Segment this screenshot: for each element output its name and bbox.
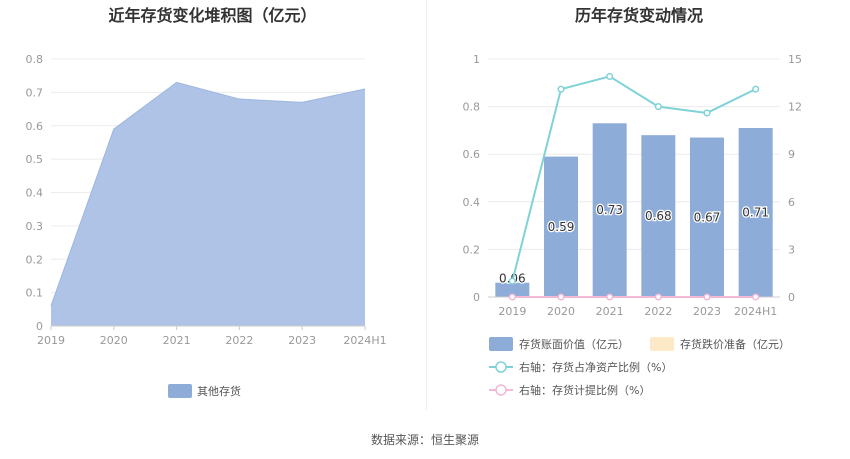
bar-x-tick-label: 2022 (644, 305, 672, 318)
area-x-tick-label: 2024H1 (343, 334, 386, 347)
bar-y-right-tick-label: 3 (788, 243, 795, 256)
bar-y-right-tick-label: 6 (788, 196, 795, 209)
area-chart-title: 近年存货变化堆积图（亿元） (108, 6, 317, 25)
bar-y-left-tick-label: 1 (473, 53, 480, 66)
area-x-tick-label: 2023 (288, 334, 316, 347)
area-y-tick-label: 0.5 (26, 153, 44, 166)
bar-y-left-tick-label: 0 (473, 291, 480, 304)
bar-chart-title: 历年存货变动情况 (574, 6, 703, 25)
inventory-bar-value-label: 0.71 (742, 206, 769, 220)
inventory-bar (690, 137, 724, 297)
bar-legend-label-book-value: 存货账面价值（亿元） (519, 337, 629, 351)
bar-legend-swatch-provision-marker (495, 384, 507, 396)
bar-legend-label-ratio: 右轴：存货占净资产比例（%） (519, 360, 672, 374)
bar-x-tick-label: 2024H1 (734, 305, 777, 318)
bar-legend-label-provision: 右轴：存货计提比例（%） (519, 383, 650, 397)
ratio-line-point (703, 109, 711, 117)
area-series-line (50, 81, 366, 307)
area-y-tick-label: 0.2 (26, 253, 44, 266)
bar-x-tick-label: 2023 (693, 305, 721, 318)
ratio-line-point (752, 85, 760, 93)
bar-y-right-tick-label: 9 (788, 148, 795, 161)
area-x-tick-label: 2021 (163, 334, 191, 347)
area-y-tick-label: 0.8 (26, 53, 44, 66)
data-source: 数据来源：恒生聚源 (370, 433, 479, 447)
inventory-bar (641, 135, 676, 297)
bar-y-right-tick-label: 15 (788, 53, 802, 66)
bar-y-left-tick-label: 0.8 (463, 101, 481, 114)
bar-legend-swatch-ratio-marker (495, 361, 507, 373)
inventory-bar-value-label: 0.68 (645, 209, 672, 223)
area-x-tick-label: 2019 (37, 334, 65, 347)
ratio-line-point (557, 85, 565, 93)
area-y-tick-label: 0.3 (26, 220, 44, 233)
provision-ratio-line-point (654, 293, 662, 301)
provision-ratio-line-point (703, 293, 711, 301)
provision-ratio-line-point (508, 293, 516, 301)
inventory-bar (544, 156, 578, 297)
bar-legend-swatch-book-value (489, 337, 513, 351)
inventory-bar (592, 123, 627, 297)
inventory-bar-value-label: 0.67 (694, 210, 721, 224)
bar-y-right-tick-label: 12 (788, 101, 802, 114)
area-x-tick-label: 2022 (225, 334, 253, 347)
bar-y-right-tick-label: 0 (788, 291, 795, 304)
inventory-bar (495, 282, 530, 297)
area-series-fill (51, 82, 365, 326)
provision-ratio-line-point (606, 293, 614, 301)
area-y-tick-label: 0.7 (26, 86, 44, 99)
panel-divider (426, 0, 427, 410)
bar-legend-swatch-impairment (650, 337, 674, 351)
charts-canvas: 0 0.1 0.2 0.3 0.4 0.5 0.6 0.7 0.8 2019 2020 2021 202… (26, 53, 802, 398)
bar-y-left-tick-label: 0.2 (463, 243, 481, 256)
bar-x-tick-label: 2019 (498, 305, 526, 318)
inventory-bar (738, 128, 773, 297)
provision-ratio-line-point (752, 293, 760, 301)
bar-x-tick-label: 2021 (596, 305, 624, 318)
ratio-line-point (654, 103, 662, 111)
area-y-tick-label: 0.6 (26, 120, 44, 133)
area-x-tick-label: 2020 (100, 334, 128, 347)
bar-legend-label-impairment: 存货跌价准备（亿元） (680, 337, 790, 351)
area-y-tick-label: 0.1 (26, 287, 44, 300)
inventory-bar-value-label: 0.73 (596, 203, 623, 217)
provision-ratio-line-point (557, 293, 565, 301)
area-y-tick-label: 0 (36, 320, 43, 333)
ratio-line-point (508, 277, 516, 285)
area-y-tick-label: 0.4 (26, 187, 44, 200)
inventory-bar-value-label: 0.59 (548, 220, 575, 234)
ratio-line-point (606, 72, 614, 81)
bar-y-left-tick-label: 0.6 (463, 148, 481, 161)
area-legend-swatch (168, 384, 192, 398)
bar-y-left-tick-label: 0.4 (463, 196, 481, 209)
area-legend-label: 其他存货 (197, 384, 241, 398)
ratio-line (511, 75, 757, 282)
bar-x-tick-label: 2020 (547, 305, 575, 318)
